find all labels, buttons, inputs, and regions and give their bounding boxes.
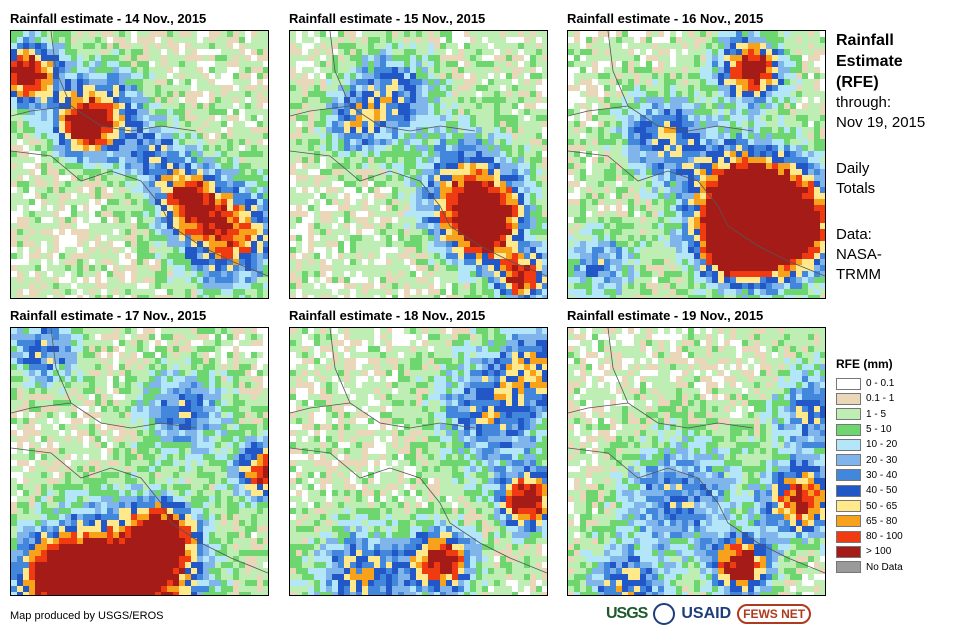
data-source-line-1: Data: [836, 226, 872, 243]
legend-swatch [836, 438, 861, 451]
coastline-outline [290, 328, 547, 574]
rainfall-map-16nov [567, 30, 826, 299]
legend-row: 80 - 100 [836, 529, 903, 544]
data-source-line-2: NASA- [836, 246, 882, 263]
usgs-logo: USGS [606, 605, 648, 622]
panel-title-18nov: Rainfall estimate - 18 Nov., 2015 [289, 308, 486, 323]
map-info-panel: Rainfall Estimate (RFE) through: Nov 19,… [836, 30, 966, 285]
data-source-line-3: TRMM [836, 266, 881, 283]
map-title-line-1: Rainfall [836, 32, 894, 49]
legend-row: 20 - 30 [836, 452, 903, 467]
rainfall-raster [11, 328, 268, 595]
legend-swatch [836, 392, 861, 405]
legend-label: 5 - 10 [866, 424, 892, 436]
rainfall-map-17nov [10, 327, 269, 596]
legend-swatch [836, 515, 861, 528]
usaid-seal-icon [653, 603, 676, 625]
rfe-legend: RFE (mm) 0 - 0.1 0.1 - 1 1 - 5 5 - 10 10 - 2… [836, 357, 903, 575]
rainfall-raster [568, 31, 825, 298]
legend-row: 0 - 0.1 [836, 376, 903, 391]
legend-label: 40 - 50 [866, 485, 898, 497]
legend-swatch [836, 454, 861, 467]
fews-net-logo: FEWS NET [737, 604, 812, 624]
panel-title-17nov: Rainfall estimate - 17 Nov., 2015 [10, 308, 207, 323]
agency-logos: USGS USAID FEWS NET [606, 603, 812, 625]
panel-title-19nov: Rainfall estimate - 19 Nov., 2015 [567, 308, 764, 323]
legend-swatch [836, 469, 861, 482]
coastline-outline [11, 31, 268, 277]
totals-label-line-2: Totals [836, 180, 876, 197]
legend-row: 1 - 5 [836, 407, 903, 422]
legend-row: 10 - 20 [836, 437, 903, 452]
legend-swatch [836, 484, 861, 497]
through-date: Nov 19, 2015 [836, 114, 926, 131]
rainfall-map-14nov [10, 30, 269, 299]
through-label: through: [836, 94, 892, 111]
legend-label: 30 - 40 [866, 469, 898, 481]
legend-label: 80 - 100 [866, 531, 903, 543]
rainfall-map-18nov [289, 327, 548, 596]
legend-swatch [836, 423, 861, 436]
legend-label: 0.1 - 1 [866, 393, 895, 405]
map-credit: Map produced by USGS/EROS [10, 610, 164, 622]
map-title-line-3: (RFE) [836, 74, 879, 91]
legend-title: RFE (mm) [836, 357, 893, 371]
legend-row: 0.1 - 1 [836, 391, 903, 406]
legend-label: 0 - 0.1 [866, 378, 895, 390]
legend-swatch [836, 561, 861, 574]
coastline-outline [290, 31, 547, 277]
coastline-outline [568, 328, 825, 574]
legend-swatch [836, 377, 861, 390]
totals-label-line-1: Daily [836, 160, 870, 177]
rainfall-raster [568, 328, 825, 595]
legend-row: 30 - 40 [836, 468, 903, 483]
panel-title-16nov: Rainfall estimate - 16 Nov., 2015 [567, 11, 764, 26]
usaid-logo: USAID [681, 605, 732, 622]
legend-label: 10 - 20 [866, 439, 898, 451]
legend-row: 5 - 10 [836, 422, 903, 437]
legend-swatch [836, 530, 861, 543]
legend-label: > 100 [866, 546, 892, 558]
legend-row: No Data [836, 560, 903, 575]
panel-title-15nov: Rainfall estimate - 15 Nov., 2015 [289, 11, 486, 26]
rainfall-raster [11, 31, 268, 298]
legend-row: 65 - 80 [836, 514, 903, 529]
map-title-line-2: Estimate [836, 53, 903, 70]
rainfall-map-15nov [289, 30, 548, 299]
legend-swatch [836, 545, 861, 558]
rainfall-map-19nov [567, 327, 826, 596]
legend-label: 50 - 65 [866, 500, 898, 512]
panel-title-14nov: Rainfall estimate - 14 Nov., 2015 [10, 11, 207, 26]
rainfall-raster [290, 328, 547, 595]
coastline-outline [568, 31, 825, 277]
legend-label: No Data [866, 561, 903, 573]
legend-label: 65 - 80 [866, 515, 898, 527]
legend-swatch [836, 408, 861, 421]
legend-row: 40 - 50 [836, 483, 903, 498]
coastline-outline [11, 328, 268, 574]
legend-label: 1 - 5 [866, 408, 887, 420]
legend-swatch [836, 500, 861, 513]
legend-row: > 100 [836, 544, 903, 559]
rainfall-raster [290, 31, 547, 298]
legend-label: 20 - 30 [866, 454, 898, 466]
legend-row: 50 - 65 [836, 498, 903, 513]
